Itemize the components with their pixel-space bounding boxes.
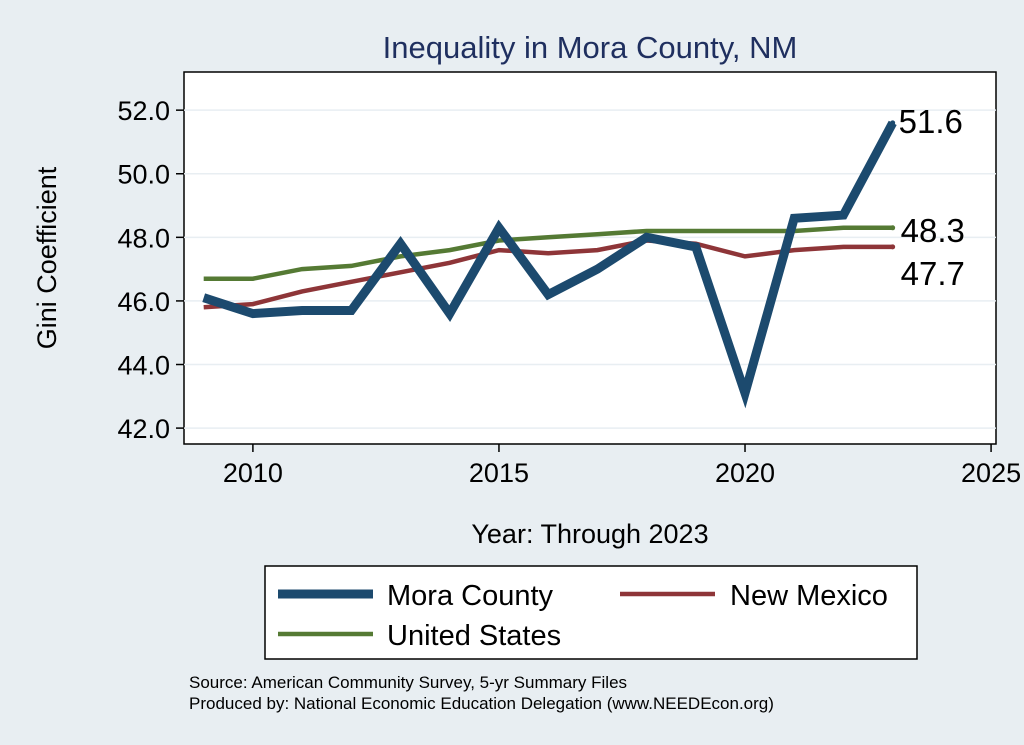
y-tick-label: 44.0 — [117, 351, 170, 381]
end-labels: 51.6 47.7 48.3 — [899, 103, 965, 292]
producer-line: Produced by: National Economic Education… — [189, 694, 774, 713]
source-line: Source: American Community Survey, 5-yr … — [189, 673, 627, 692]
end-label-united-states: 48.3 — [901, 212, 965, 249]
x-axis-title: Year: Through 2023 — [471, 519, 708, 549]
endpoint-marker-new-mexico — [890, 244, 896, 250]
x-tick-label: 2010 — [223, 458, 283, 488]
endpoint-marker-united-states — [890, 225, 896, 231]
y-tick-label: 48.0 — [117, 223, 170, 253]
endpoint-marker-mora-county — [890, 120, 896, 126]
y-tick-label: 46.0 — [117, 287, 170, 317]
x-tick-label: 2015 — [469, 458, 529, 488]
x-axis: 2010 2015 2020 2025 — [223, 444, 1021, 488]
legend-label-new-mexico: New Mexico — [730, 580, 888, 612]
y-axis: 42.0 44.0 46.0 48.0 50.0 52.0 — [117, 96, 184, 444]
y-tick-label: 52.0 — [117, 96, 170, 126]
series-line-mora-county — [202, 120, 897, 409]
legend-items: Mora County New Mexico United States — [278, 580, 888, 652]
series-line-united-states — [203, 225, 893, 281]
end-label-new-mexico: 47.7 — [901, 255, 965, 292]
y-tick-label: 42.0 — [117, 414, 170, 444]
y-axis-title: Gini Coefficient — [32, 166, 62, 349]
plot-area — [183, 71, 997, 445]
chart-title: Inequality in Mora County, NM — [383, 30, 798, 65]
series-line-new-mexico — [203, 238, 893, 310]
legend — [264, 565, 918, 660]
x-tick-label: 2020 — [715, 458, 775, 488]
legend-label-united-states: United States — [387, 620, 561, 652]
end-label-mora-county: 51.6 — [899, 103, 963, 140]
y-tick-label: 50.0 — [117, 160, 170, 190]
x-tick-label: 2025 — [961, 458, 1021, 488]
series-lines — [202, 120, 897, 409]
gridlines — [184, 109, 996, 429]
legend-label-mora-county: Mora County — [387, 580, 554, 612]
